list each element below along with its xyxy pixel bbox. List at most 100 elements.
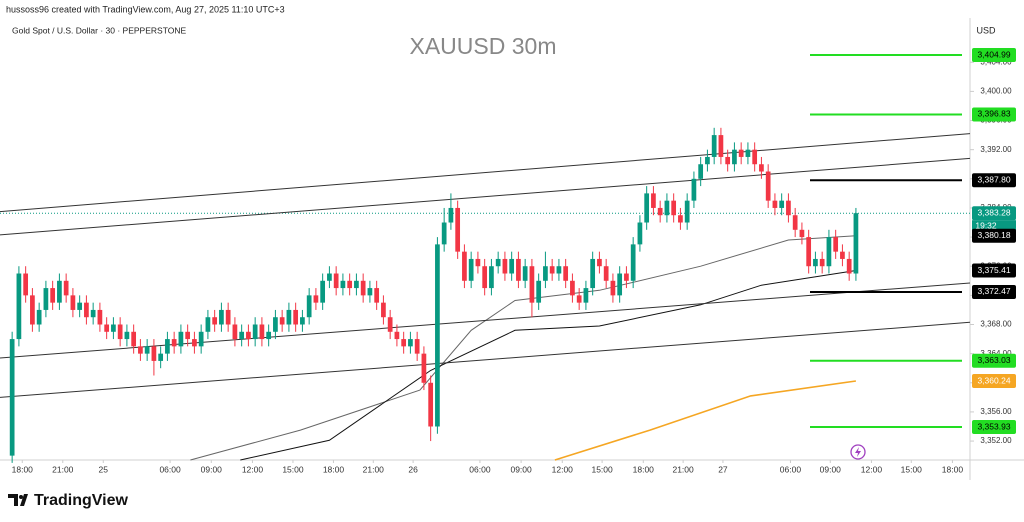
candle-body <box>806 237 812 267</box>
candle-body <box>664 200 670 216</box>
candle-body <box>732 149 737 165</box>
price-label: 3,363.03 <box>977 355 1010 365</box>
candle-body <box>178 331 184 347</box>
price-label: 3,360.24 <box>977 375 1010 385</box>
candle-body <box>610 280 616 296</box>
x-tick-label: 06:00 <box>780 464 802 474</box>
candle-body <box>259 324 265 340</box>
price-label-box <box>972 284 1016 299</box>
price-label-box <box>972 374 1016 389</box>
symbol: Gold Spot / U.S. Dollar · 30 · PEPPERSTO… <box>12 25 186 35</box>
price-label-box <box>972 206 1016 221</box>
candle-body <box>232 324 238 340</box>
candle-body <box>252 324 258 340</box>
x-tick-label: 09:00 <box>510 464 532 474</box>
candle-body <box>340 280 346 289</box>
candle-body <box>381 302 386 318</box>
indicator-line <box>554 380 857 461</box>
candle-body <box>840 251 845 259</box>
candle-body <box>367 288 373 296</box>
candle-body <box>313 295 319 303</box>
x-tick-label: 15:00 <box>282 464 304 474</box>
candle-body <box>691 178 697 201</box>
candle-body <box>657 207 663 216</box>
candle-body <box>502 258 508 274</box>
candle-body <box>171 339 177 347</box>
candle-body <box>286 309 292 325</box>
candle-body <box>414 339 420 354</box>
x-tick-label: 09:00 <box>820 464 842 474</box>
candle-body <box>455 207 461 252</box>
candle-body <box>225 309 231 325</box>
candle-body <box>192 339 197 347</box>
y-tick-label: 3,352.00 <box>980 436 1012 445</box>
x-tick-label: 25 <box>99 464 109 474</box>
price-label: 3,372.47 <box>977 286 1010 296</box>
candle-body <box>360 280 366 296</box>
y-tick-label: 3,368.00 <box>980 320 1012 329</box>
candle-body <box>144 346 150 354</box>
candle-body <box>293 309 299 325</box>
indicator-line <box>190 235 856 461</box>
candle-body <box>300 317 305 325</box>
candle-body <box>36 309 42 325</box>
candle-body <box>84 302 89 318</box>
candle-body <box>63 280 69 296</box>
brand: TradingView <box>34 492 129 509</box>
price-label: 3,396.83 <box>977 109 1010 119</box>
lightning-icon <box>850 444 866 460</box>
candle-body <box>833 237 839 252</box>
candle-body <box>374 288 380 303</box>
price-label: 3,404.99 <box>977 49 1010 59</box>
candle-body <box>509 258 515 274</box>
candle-body <box>570 280 575 296</box>
price-label-box <box>972 107 1016 122</box>
candle-body <box>846 258 852 274</box>
candle-body <box>516 258 521 281</box>
price-label: 3,383.28 <box>977 207 1010 217</box>
x-tick-label: 15:00 <box>591 464 613 474</box>
candle-body <box>644 193 650 223</box>
candle-body <box>462 251 467 281</box>
x-tick-label: 21:00 <box>672 464 694 474</box>
candle-body <box>637 222 643 245</box>
candle-body <box>495 258 501 267</box>
candle-body <box>603 266 609 281</box>
x-tick-label: 18:00 <box>12 464 34 474</box>
x-tick-label: 27 <box>718 464 728 474</box>
candle-body <box>489 266 494 289</box>
candle-body <box>671 200 677 216</box>
candle-body <box>853 213 859 274</box>
candle-body <box>70 295 76 310</box>
price-label-box <box>972 48 1016 63</box>
candle-body <box>563 266 569 281</box>
candle-body <box>165 339 170 354</box>
x-tick-label: 18:00 <box>633 464 655 474</box>
price-label-box <box>972 263 1016 278</box>
candle-body <box>711 135 717 157</box>
x-tick-label: 06:00 <box>469 464 491 474</box>
candle-body <box>9 339 15 456</box>
x-tick-label: 18:00 <box>323 464 345 474</box>
candle-body <box>441 222 447 245</box>
candle-body <box>124 331 130 340</box>
candle-body <box>813 258 818 267</box>
candle-body <box>752 149 758 165</box>
countdown: 19:32 <box>975 220 997 230</box>
candle-body <box>624 273 629 281</box>
candle-body <box>684 200 690 223</box>
candle-body <box>111 324 116 332</box>
candle-body <box>421 353 427 383</box>
candle-body <box>30 295 35 325</box>
candle-body <box>23 273 29 296</box>
candle-body <box>138 346 143 354</box>
candle-body <box>705 156 710 165</box>
indicator-line <box>0 321 971 398</box>
price-label: 3,375.41 <box>977 265 1010 275</box>
candle-body <box>826 237 832 267</box>
candle-body <box>779 200 785 208</box>
candle-body <box>90 309 96 318</box>
price-label-box <box>972 228 1016 243</box>
x-tick-label: 21:00 <box>363 464 385 474</box>
